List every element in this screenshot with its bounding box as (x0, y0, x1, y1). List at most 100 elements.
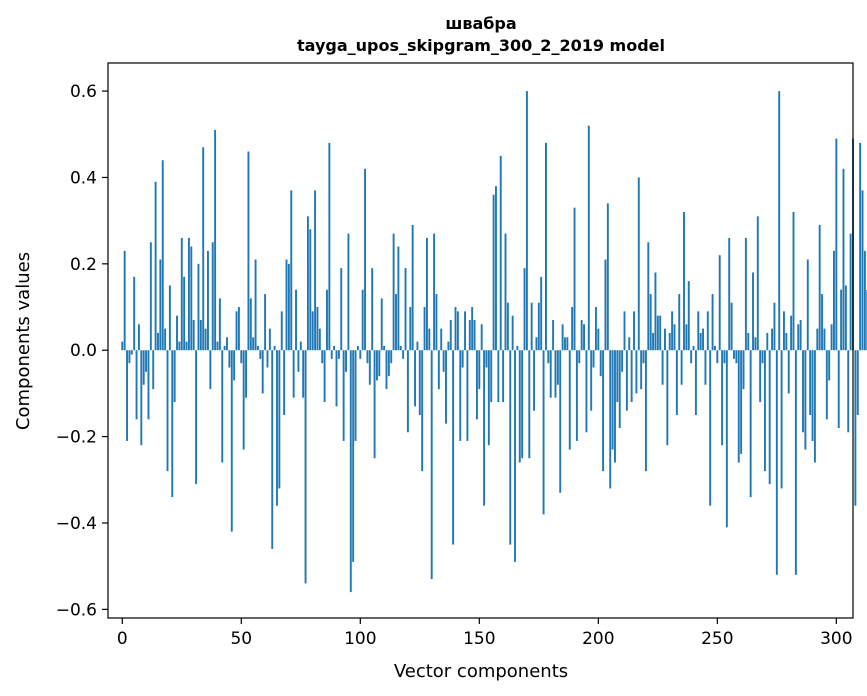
bar-115 (395, 294, 397, 351)
bar-109 (380, 298, 383, 351)
bar-28 (187, 237, 190, 351)
bar-210 (621, 350, 624, 372)
bar-155 (490, 350, 493, 403)
bar-40 (216, 341, 219, 351)
chart-subtitle: tayga_upos_skipgram_300_2_2019 model (297, 36, 665, 55)
bar-153 (485, 350, 488, 368)
bar-25 (180, 237, 183, 351)
bar-220 (644, 350, 647, 472)
bar-216 (635, 350, 638, 394)
bar-0 (121, 341, 124, 351)
bar-97 (352, 350, 355, 562)
bar-183 (556, 350, 559, 385)
bar-168 (521, 350, 524, 459)
bar-6 (135, 350, 138, 420)
x-tick-label: 150 (463, 629, 495, 649)
bar-268 (759, 350, 762, 403)
bar-80 (311, 311, 314, 351)
bar-254 (725, 350, 728, 528)
bar-98 (354, 350, 357, 441)
bar-186 (564, 337, 566, 351)
bar-23 (176, 315, 178, 351)
bar-138 (449, 319, 452, 351)
bar-295 (823, 328, 826, 351)
bar-71 (290, 190, 293, 351)
bar-211 (623, 311, 626, 351)
bar-108 (378, 350, 381, 377)
bar-187 (566, 337, 569, 351)
bar-303 (842, 168, 845, 351)
bar-58 (259, 350, 262, 359)
bar-277 (780, 350, 783, 489)
bar-233 (675, 350, 678, 416)
bar-283 (794, 350, 797, 575)
bar-305 (847, 350, 850, 433)
bar-178 (545, 142, 547, 351)
bar-62 (268, 328, 271, 351)
bar-198 (592, 350, 595, 368)
x-tick-label: 300 (820, 629, 852, 649)
bar-119 (404, 268, 407, 351)
bar-116 (397, 246, 400, 351)
bar-10 (145, 350, 148, 372)
bar-11 (147, 350, 150, 420)
x-tick-label: 0 (117, 629, 128, 649)
bar-197 (590, 350, 593, 411)
bar-89 (333, 345, 336, 351)
bar-179 (547, 350, 550, 364)
bar-310 (859, 142, 862, 351)
bar-38 (211, 242, 214, 351)
bar-157 (495, 186, 497, 351)
bar-53 (247, 151, 250, 351)
bar-87 (328, 142, 331, 351)
bar-302 (840, 289, 843, 351)
bar-184 (559, 350, 562, 493)
bar-35 (204, 328, 207, 351)
bar-249 (714, 345, 716, 351)
bar-265 (752, 272, 754, 351)
bar-229 (666, 350, 669, 446)
bar-51 (242, 350, 245, 450)
x-tick-label: 50 (230, 629, 252, 649)
y-tick-label: −0.2 (56, 428, 97, 448)
bar-299 (833, 250, 835, 351)
bar-41 (218, 298, 221, 351)
bar-120 (406, 350, 409, 433)
bar-74 (297, 350, 300, 372)
bar-92 (340, 268, 343, 351)
bar-163 (509, 350, 512, 545)
bar-304 (844, 285, 847, 351)
bar-263 (747, 332, 750, 351)
bar-204 (606, 203, 609, 351)
bar-114 (392, 233, 395, 351)
bar-22 (173, 350, 176, 403)
bar-50 (240, 350, 243, 364)
bar-95 (347, 233, 350, 351)
bar-224 (654, 272, 657, 351)
bar-280 (787, 350, 790, 394)
bar-221 (647, 242, 650, 351)
bar-191 (575, 350, 578, 441)
bar-201 (599, 350, 602, 377)
bar-91 (337, 350, 340, 359)
bar-48 (235, 311, 238, 351)
bar-162 (506, 302, 509, 351)
bar-63 (271, 350, 274, 549)
bar-123 (414, 350, 416, 407)
bar-65 (276, 350, 278, 506)
bar-85 (323, 350, 326, 403)
bar-140 (454, 307, 457, 351)
bar-117 (399, 345, 402, 351)
bar-239 (690, 350, 693, 364)
bar-167 (518, 350, 521, 463)
bar-135 (442, 350, 445, 372)
bar-218 (640, 350, 643, 390)
bar-200 (597, 328, 600, 351)
bar-137 (447, 341, 450, 351)
bar-222 (649, 294, 652, 351)
bar-148 (473, 319, 476, 351)
bar-274 (773, 302, 776, 351)
bar-81 (314, 190, 317, 351)
bar-181 (552, 319, 555, 351)
bar-13 (152, 350, 155, 390)
